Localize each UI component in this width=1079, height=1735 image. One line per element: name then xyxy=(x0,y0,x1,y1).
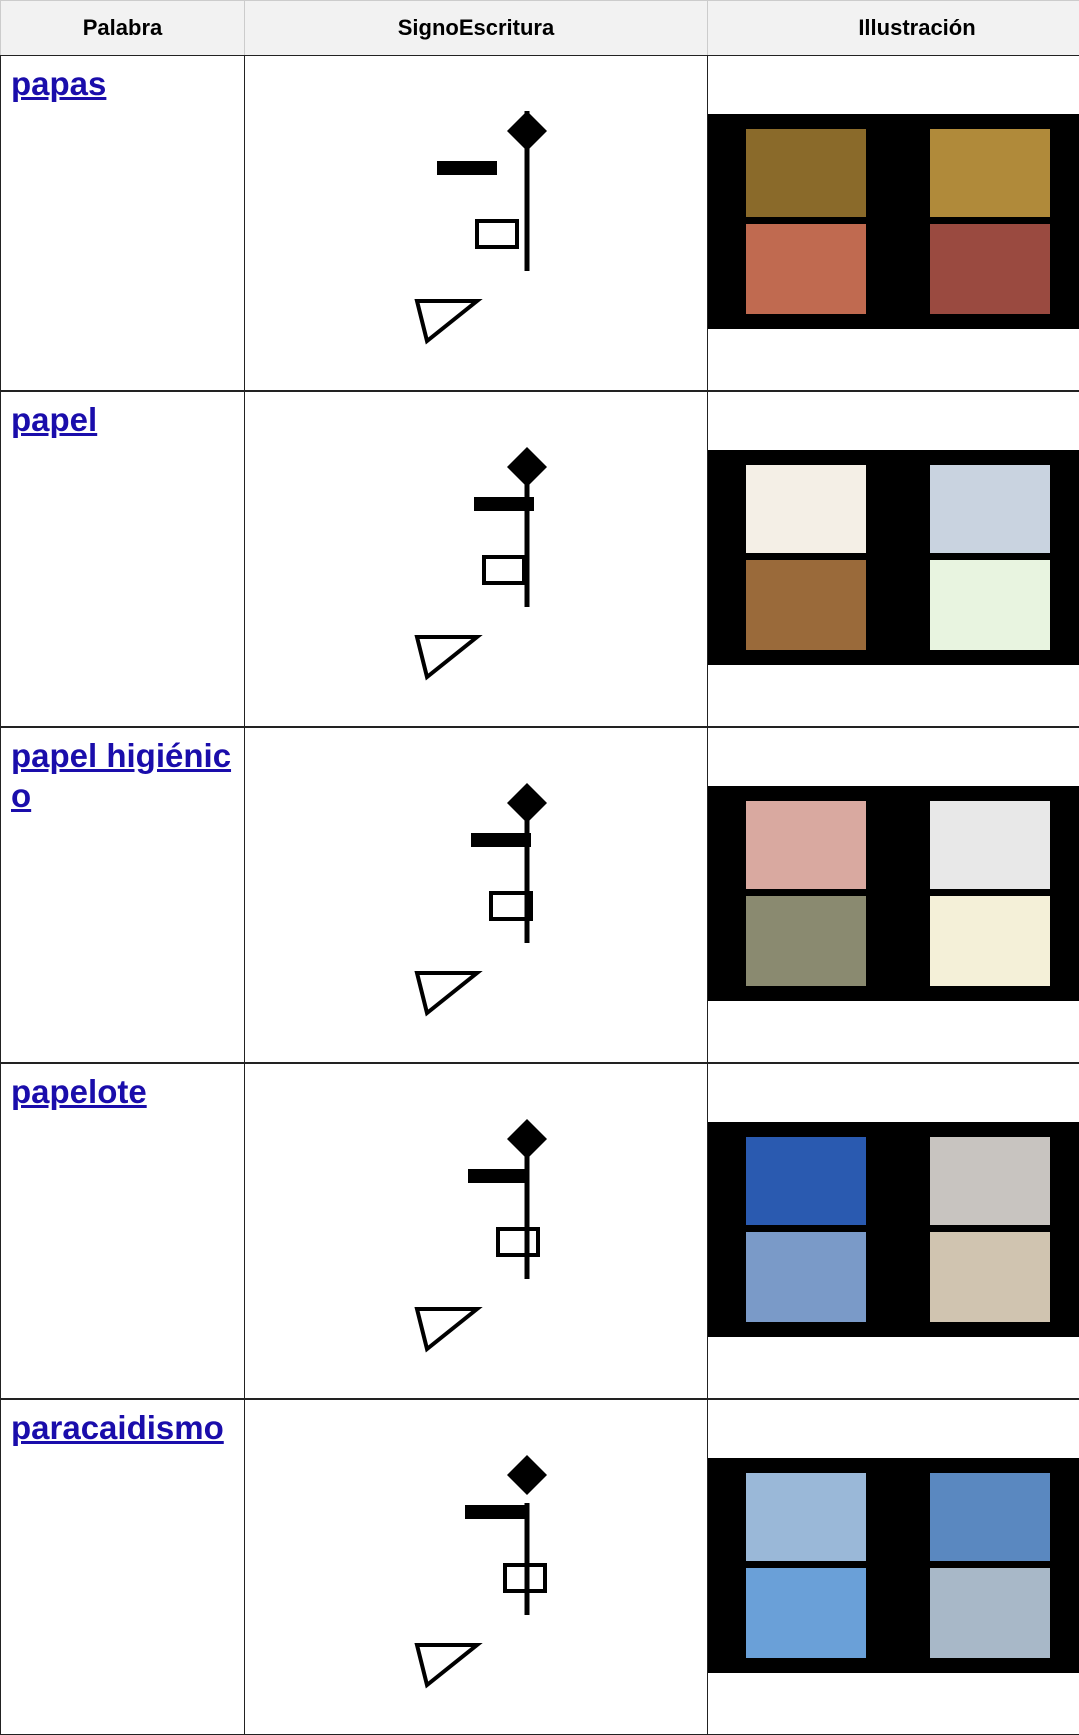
sign-glyph xyxy=(489,890,533,921)
sign-glyph xyxy=(468,1168,528,1183)
word-cell: papas xyxy=(0,54,245,391)
illustration-image xyxy=(708,449,1079,665)
sign-cell xyxy=(244,1398,708,1735)
sign-glyph xyxy=(482,554,526,585)
signwriting-image xyxy=(414,782,547,1017)
illustration-photo xyxy=(746,1472,866,1561)
illustration-photo xyxy=(746,559,866,650)
word-link[interactable]: papas xyxy=(11,64,107,102)
illustration-photo xyxy=(746,895,866,986)
illustration-photo xyxy=(930,800,1050,889)
sign-glyph xyxy=(507,1118,547,1159)
sign-glyph xyxy=(471,832,531,847)
sign-glyph xyxy=(474,496,534,511)
illustration-image xyxy=(708,1121,1079,1337)
sign-glyph xyxy=(507,110,547,151)
illustration-photo xyxy=(746,1136,866,1225)
illustration-cell xyxy=(707,1398,1079,1735)
illustration-photo xyxy=(930,1567,1050,1658)
illustration-photo xyxy=(930,1136,1050,1225)
sign-glyph xyxy=(414,970,483,1017)
word-cell: papelote xyxy=(0,1062,245,1399)
word-link[interactable]: papelote xyxy=(11,1072,147,1110)
sign-glyph xyxy=(507,1454,547,1495)
signwriting-image xyxy=(414,1454,547,1689)
illustration-cell xyxy=(707,390,1079,727)
illustration-image xyxy=(708,1457,1079,1673)
header-cell: SignoEscritura xyxy=(244,0,708,56)
illustration-photo xyxy=(746,223,866,314)
sign-glyph xyxy=(414,1306,483,1353)
signwriting-image xyxy=(414,110,547,345)
sign-cell xyxy=(244,390,708,727)
sign-glyph xyxy=(496,1226,540,1257)
word-cell: paracaidismo xyxy=(0,1398,245,1735)
illustration-photo xyxy=(746,464,866,553)
illustration-photo xyxy=(746,800,866,889)
word-link[interactable]: papel xyxy=(11,400,98,438)
illustration-photo xyxy=(746,1567,866,1658)
sign-cell xyxy=(244,726,708,1063)
illustration-photo xyxy=(930,464,1050,553)
signwriting-image xyxy=(414,446,547,681)
sign-glyph xyxy=(414,1642,483,1689)
sign-cell xyxy=(244,54,708,391)
illustration-cell xyxy=(707,726,1079,1063)
sign-glyph xyxy=(414,298,483,345)
word-cell: papel higiénico xyxy=(0,726,245,1063)
sign-cell xyxy=(244,1062,708,1399)
illustration-photo xyxy=(930,559,1050,650)
sign-glyph xyxy=(465,1504,525,1519)
illustration-photo xyxy=(930,223,1050,314)
illustration-photo xyxy=(930,1231,1050,1322)
sign-glyph xyxy=(507,782,547,823)
header-cell: Illustración xyxy=(707,0,1079,56)
word-link[interactable]: paracaidismo xyxy=(11,1408,224,1446)
illustration-cell xyxy=(707,54,1079,391)
illustration-photo xyxy=(930,128,1050,217)
illustration-photo xyxy=(930,1472,1050,1561)
header-cell: Palabra xyxy=(0,0,245,56)
illustration-image xyxy=(708,113,1079,329)
illustration-cell xyxy=(707,1062,1079,1399)
sign-glyph xyxy=(437,160,497,175)
sign-glyph xyxy=(475,218,519,249)
sign-glyph xyxy=(414,634,483,681)
illustration-photo xyxy=(746,1231,866,1322)
illustration-photo xyxy=(930,895,1050,986)
word-link[interactable]: papel higiénico xyxy=(11,736,232,814)
signwriting-image xyxy=(414,1118,547,1353)
word-cell: papel xyxy=(0,390,245,727)
illustration-photo xyxy=(746,128,866,217)
illustration-image xyxy=(708,785,1079,1001)
sign-glyph xyxy=(507,446,547,487)
